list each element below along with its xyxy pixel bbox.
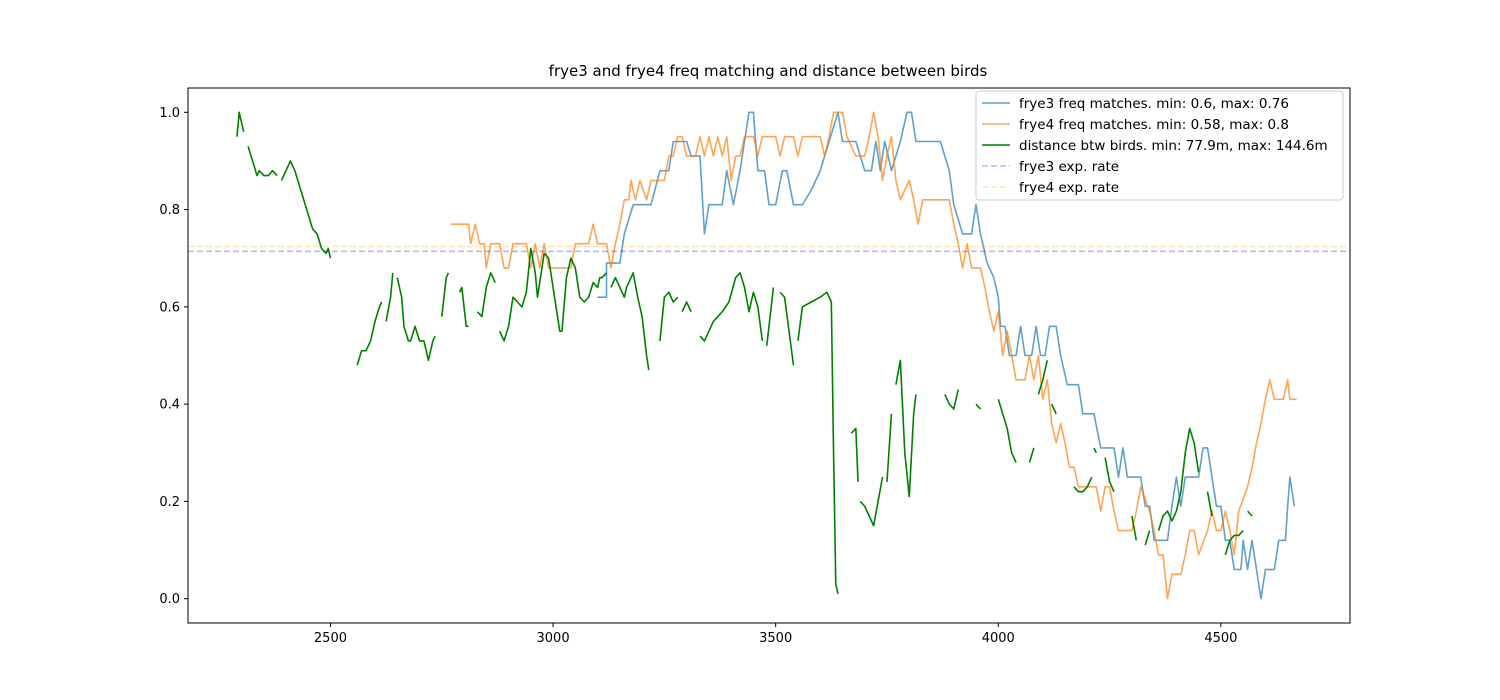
y-tick-label: 0.0 [159,592,180,607]
line-segment [498,247,608,342]
line-segment [247,146,278,177]
x-tick-label: 4500 [1204,631,1237,646]
legend-label: frye4 exp. rate [1019,180,1119,196]
chart-title: frye3 and frye4 freq matching and distan… [549,62,988,80]
y-tick-label: 1.0 [159,106,180,121]
line-segment [1224,530,1244,556]
line-segment [236,111,245,137]
legend-label: frye3 freq matches. min: 0.6, max: 0.76 [1019,96,1289,112]
x-tick-label: 3000 [537,631,570,646]
legend-label: distance btw birds. min: 77.9m, max: 144… [1019,138,1328,154]
line-segment [850,427,859,482]
line-segment [1144,530,1151,546]
line-segment [797,291,839,594]
line-segment [886,413,893,483]
legend-label: frye3 exp. rate [1019,159,1119,175]
line-segment [476,272,496,318]
line-segment [681,301,692,313]
x-tick-label: 4000 [982,631,1015,646]
line-segment [659,291,679,341]
line-segment [1028,447,1035,463]
line-segment [356,301,383,366]
line-segment [1093,447,1097,454]
line-segment [1131,515,1138,541]
legend-box [975,90,1344,201]
y-tick-label: 0.8 [159,203,180,218]
x-axis: 2500 3000 3500 4000 4500 [314,623,1237,646]
line-segment [396,277,436,362]
y-tick-label: 0.2 [159,495,180,510]
line-segment [699,272,764,342]
line-segment [1050,403,1057,415]
series-1-frye4-freq-matches-min-0-line [450,111,1297,600]
x-tick-label: 3500 [759,631,792,646]
line-segment [280,160,332,259]
y-axis: 0.0 0.2 0.4 0.6 0.8 1.0 [159,106,188,607]
legend-label: frye4 freq matches. min: 0.58, max: 0.8 [1019,117,1289,133]
line-segment [440,272,450,317]
plot-frame [187,87,1351,624]
line-segment [1206,491,1213,517]
plot-area [188,111,1350,600]
line-segment [859,476,884,527]
y-tick-label: 0.6 [159,300,180,315]
line-segment [779,291,795,366]
legend: frye3 freq matches. min: 0.6, max: 0.76 f… [975,90,1344,201]
line-segment [997,399,1017,463]
line-segment [1037,360,1049,395]
line-segment [975,403,982,410]
line-segment [765,287,775,346]
line-segment [1157,427,1200,531]
line-segment [610,272,650,371]
x-tick-label: 2500 [314,631,347,646]
line-segment [385,272,394,322]
line-segment [1104,457,1115,493]
series-0-frye3-freq-matches-min-0-line [597,111,1296,600]
y-tick-label: 0.4 [159,398,180,413]
series-2-distance-btw-birds-min-7-line [236,111,1253,594]
line-segment [458,286,469,328]
line-segment [944,389,959,410]
line-segment [1073,476,1093,493]
line-segment [895,359,917,498]
line-segment [1247,510,1253,517]
